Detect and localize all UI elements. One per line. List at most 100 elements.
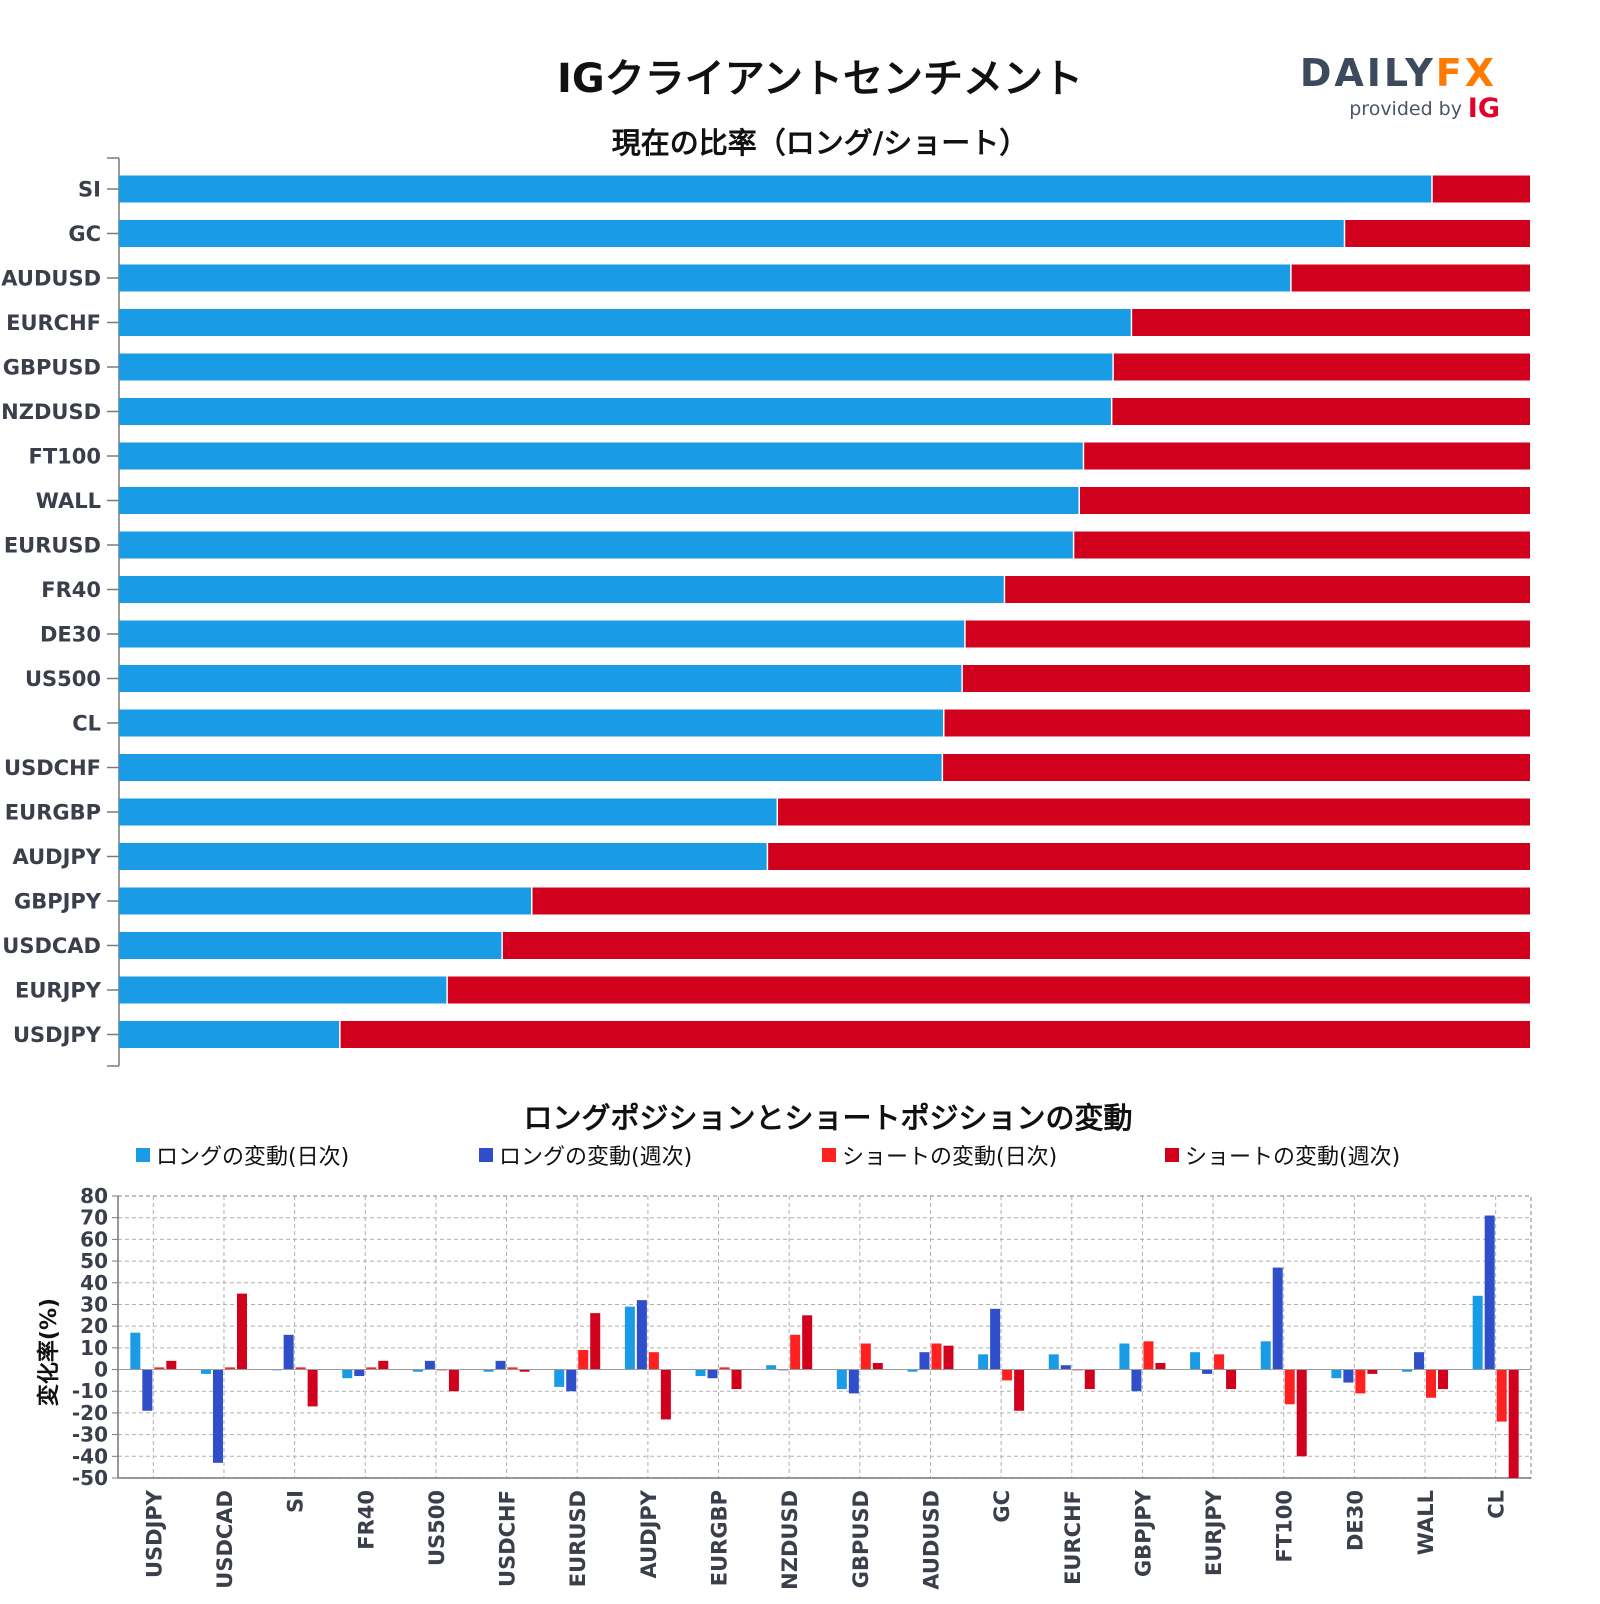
ratio-bar-long (119, 843, 767, 870)
ratio-bar-long (119, 576, 1004, 603)
ratio-bar-short (1084, 442, 1530, 470)
svg-text:DAILYFX: DAILYFX (1300, 51, 1497, 95)
ratio-bar-long (119, 709, 944, 737)
change-bar (907, 1369, 918, 1372)
change-bar (836, 1369, 847, 1390)
change-bar (519, 1369, 530, 1372)
change-bar (1508, 1369, 1519, 1478)
ratio-category-label: FT100 (28, 445, 101, 469)
legend-label: ロングの変動(週次) (499, 1145, 692, 1170)
y-tick-label: 80 (80, 1184, 108, 1208)
y-tick-label: -10 (72, 1379, 108, 1403)
ratio-bar-short (943, 754, 1530, 781)
change-bar (1296, 1369, 1307, 1457)
logo-word-accent: FX (1436, 51, 1497, 95)
change-bar (1014, 1369, 1025, 1411)
ratio-category-label: FR40 (41, 578, 101, 602)
change-bar (166, 1360, 177, 1370)
ratio-category-label: CL (72, 712, 101, 736)
logo-word-dark: DAILY (1300, 51, 1436, 95)
change-bar (507, 1367, 518, 1370)
change-bar (1190, 1352, 1201, 1370)
change-bar (1472, 1295, 1483, 1370)
ratio-bar-long (119, 887, 532, 915)
logo-provided-by: provided by (1349, 98, 1462, 120)
change-bar (590, 1313, 601, 1370)
change-bar (154, 1367, 165, 1370)
ratio-bar-short (778, 798, 1530, 826)
ratio-bar-short (447, 976, 1530, 1004)
ratio-category-label: AUDUSD (1, 267, 101, 291)
change-bar (848, 1369, 859, 1394)
change-bar (1367, 1369, 1378, 1374)
change-bar (636, 1300, 647, 1370)
change-bar (766, 1365, 777, 1370)
change-bar (142, 1369, 153, 1411)
ratio-category-label: GC (68, 222, 101, 246)
change-chart-title: ロングポジションとショートポジションの変動 (523, 1101, 1132, 1135)
change-bar (236, 1293, 247, 1370)
ratio-bar-short (1079, 487, 1530, 514)
ratio-category-label: AUDJPY (12, 845, 101, 869)
x-tick-label: EURGBP (708, 1490, 732, 1586)
ratio-category-label: EURJPY (15, 979, 102, 1003)
change-bar (354, 1369, 365, 1377)
ratio-category-label: USDCAD (2, 934, 101, 958)
ratio-bar-long (119, 932, 502, 959)
ratio-bar-short (340, 1021, 1531, 1048)
change-bar (283, 1334, 294, 1370)
ratio-bar-short (1291, 264, 1530, 292)
ratio-bar-short (1132, 309, 1530, 336)
change-bar (566, 1369, 577, 1392)
change-bar (1048, 1354, 1059, 1370)
change-bar (1084, 1369, 1095, 1390)
ratio-bar-long (119, 798, 777, 826)
legend: ロングの変動(日次) ロングの変動(週次) ショートの変動(日次) ショートの変動(週… (136, 1145, 1400, 1170)
legend-swatch (479, 1148, 493, 1162)
ratio-bar-long (119, 220, 1344, 247)
ratio-bar-short (944, 709, 1530, 737)
change-bar (943, 1345, 954, 1370)
change-bar (366, 1367, 377, 1370)
ratio-bar-long (119, 309, 1131, 336)
legend-swatch (1165, 1148, 1179, 1162)
change-bar (802, 1315, 813, 1370)
ratio-category-label: EURUSD (4, 534, 101, 558)
ratio-bar-long (119, 1021, 340, 1048)
dailyfx-logo: DAILYFX provided by IG (1300, 51, 1500, 124)
x-tick-label: EURUSD (566, 1490, 590, 1587)
change-bar (624, 1306, 635, 1370)
x-tick-label: FR40 (354, 1490, 378, 1550)
change-bar (1355, 1369, 1366, 1394)
change-bar (424, 1360, 435, 1370)
legend-swatch (822, 1148, 836, 1162)
x-tick-label: CL (1485, 1490, 1509, 1519)
change-bar (1143, 1341, 1154, 1370)
x-tick-label: USDJPY (142, 1489, 166, 1578)
y-tick-label: -20 (72, 1401, 108, 1425)
ratio-bar-short (532, 887, 1530, 915)
change-bar (872, 1363, 883, 1370)
y-axis-label: 変化率(%) (36, 1298, 62, 1406)
ratio-bar-short (1074, 531, 1530, 559)
ratio-bar-short (1432, 175, 1530, 203)
ratio-category-label: USDJPY (13, 1023, 102, 1047)
change-bar (212, 1369, 223, 1463)
ratio-category-label: SI (78, 178, 101, 202)
x-tick-label: US500 (425, 1490, 449, 1566)
x-tick-label: WALL (1414, 1490, 1438, 1555)
ratio-bar-short (502, 932, 1531, 959)
ratio-category-label: EURCHF (6, 311, 101, 335)
ratio-category-label: GBPUSD (3, 356, 101, 380)
change-bar (707, 1369, 718, 1379)
x-tick-label: GBPJPY (1131, 1489, 1155, 1577)
ratio-bar-long (119, 264, 1291, 292)
change-bar (719, 1367, 730, 1370)
change-bar (1402, 1369, 1413, 1372)
ratio-bar-short (1005, 576, 1530, 603)
x-tick-label: AUDJPY (637, 1489, 661, 1578)
x-tick-label: EURJPY (1202, 1489, 1226, 1576)
change-bar (1272, 1267, 1283, 1370)
change-bar (1202, 1369, 1213, 1374)
x-tick-label: NZDUSD (778, 1490, 802, 1590)
